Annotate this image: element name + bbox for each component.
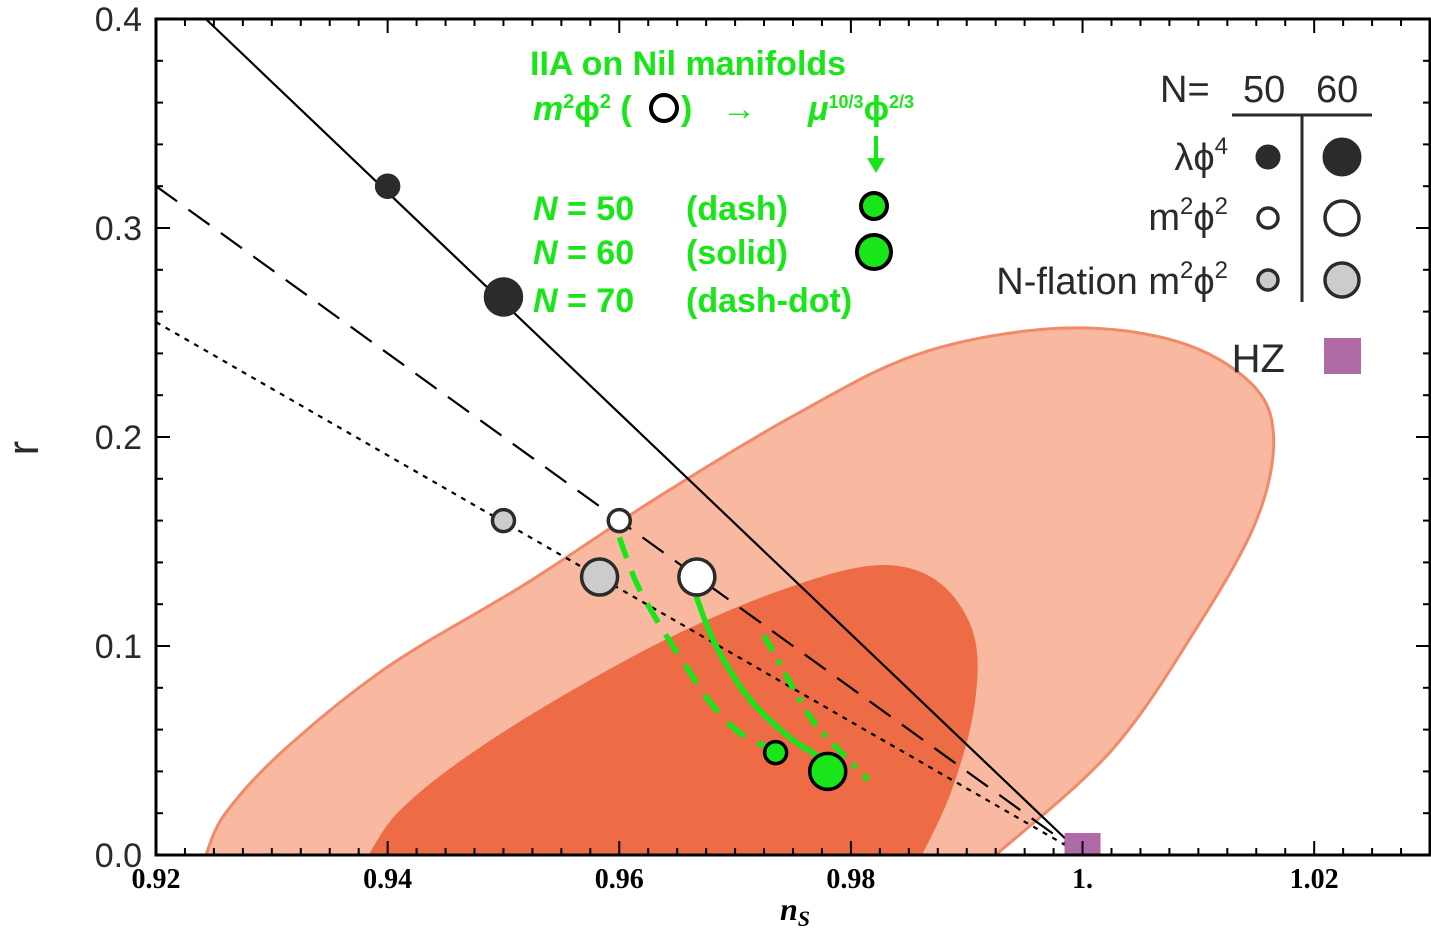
nil-manifold-curves [616,536,871,782]
legend-header-n: N= [1160,69,1210,111]
legend-hz-label: HZ [1232,337,1285,381]
legend-m2phi2-50 [1256,206,1280,230]
annotation-arrow: → [722,90,756,128]
y-tick-label: 0.2 [95,419,142,457]
x-tick-label: 0.92 [132,864,181,895]
legend-row-lambda: λϕ4 [1174,133,1228,179]
legend-m2phi2-60 [1323,199,1361,237]
x-tick-label: 0.94 [363,864,412,895]
y-tick-label: 0.4 [95,1,142,39]
marker-2 [606,507,633,534]
line-dotted [155,321,1084,856]
marker-3 [677,557,717,597]
green-curve-dash [616,536,777,754]
n60-green-marker [855,233,893,271]
marker-0 [374,173,401,199]
annotation-title: IIA on Nil manifolds [530,45,846,83]
marker-4 [490,507,517,534]
y-tick-label: 0.0 [95,837,142,875]
x-tick-label: 1.02 [1290,864,1339,895]
contour-layer [203,326,1276,857]
x-tick-label: 1. [1072,864,1093,895]
x-axis-title: nS [780,891,810,929]
annotation-m2phi2: m2ϕ2 ( [533,90,632,128]
axis-ticks: 0.92 0.94 0.96 0.98 1. 1.02 0.0 0.1 0.2 0.3 0.4 [95,1,1431,895]
contour-outer [203,326,1276,857]
legend: N= 50 60 λϕ4 m2ϕ2 N-flation m2ϕ2 HZ [996,69,1372,381]
marker-5 [579,557,620,597]
row-n70: N = 70 (dash-dot) [533,282,852,320]
legend-nflation-60 [1323,261,1361,299]
legend-hz-square [1324,338,1361,374]
x-tick-label: 0.98 [826,864,875,895]
model-markers [374,173,1101,855]
row-n50: N = 50 (dash) [533,190,788,228]
green-curve-solid [692,590,830,764]
n50-green-marker [859,191,889,221]
row-n60: N = 60 (solid) [533,234,788,272]
annotation-close-paren: ) [681,90,692,128]
line-solid [205,18,1084,856]
m2phi2-open-marker [649,93,679,123]
x-tick-label: 0.96 [595,864,644,895]
y-axis-title: r [0,441,48,456]
legend-row-m2phi2: m2ϕ2 [1148,193,1228,239]
legend-lambda-60 [1322,137,1362,177]
legend-nflation-50 [1256,268,1280,292]
marker-7 [807,751,848,792]
marker-6 [762,739,789,766]
marker-1 [483,277,524,317]
y-tick-label: 0.1 [95,628,142,666]
annotation-mu-phi: μ10/3ϕ2/3 [807,90,914,128]
nil-annotation: IIA on Nil manifolds m2ϕ2 ( ) → μ10/3ϕ2/… [530,45,914,320]
legend-lambda-50 [1255,144,1281,170]
legend-row-nflation: N-flation m2ϕ2 [996,257,1228,303]
legend-col-60: 60 [1316,69,1358,111]
y-tick-label: 0.3 [95,210,142,248]
green-curve-dashdot [761,634,871,782]
legend-col-50: 50 [1243,69,1285,111]
down-arrow-head [867,158,885,173]
